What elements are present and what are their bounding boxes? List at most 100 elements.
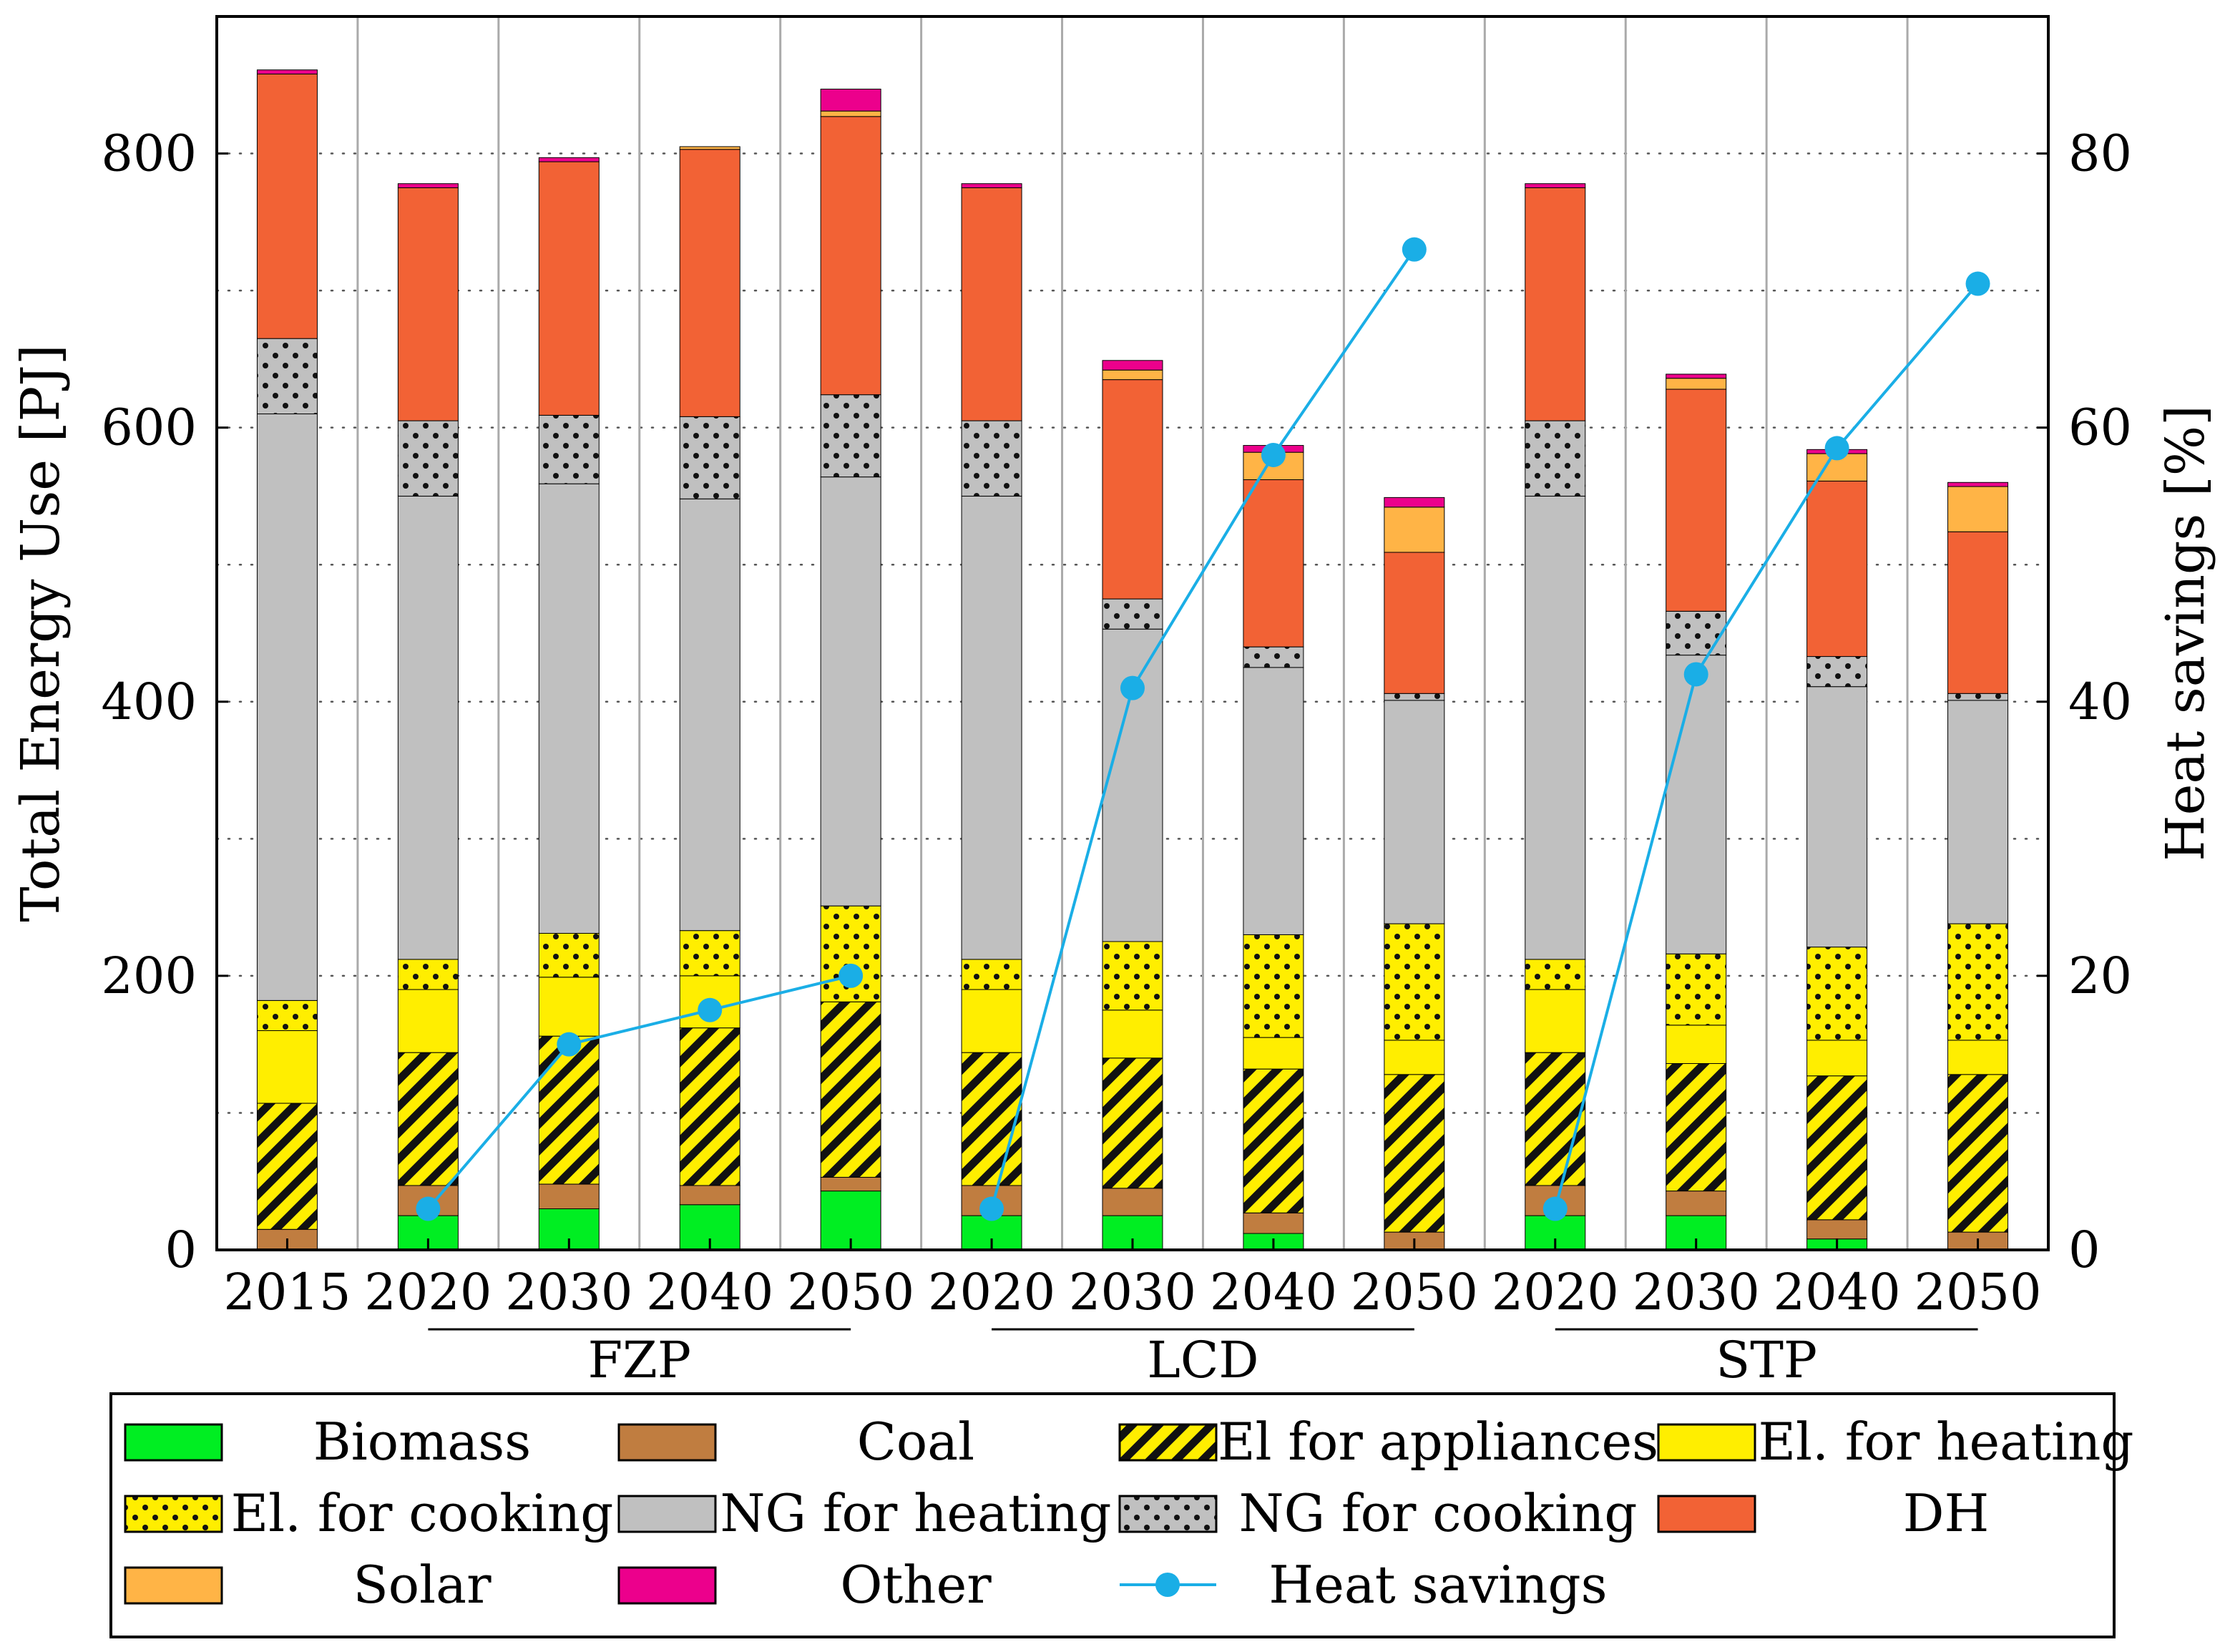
bar-segment-outline: [820, 89, 881, 112]
legend-swatch-biomass: [125, 1424, 222, 1460]
y2-tick-label: 0: [2068, 1221, 2101, 1279]
legend-label-dh: DH: [1903, 1483, 1990, 1543]
legend-swatch-outline: [617, 1566, 717, 1605]
bar-segment-el-for-heating: [1525, 989, 1585, 1053]
x-category-label: 2020: [928, 1263, 1055, 1321]
bar-segment-pattern: [1243, 934, 1304, 1038]
bar-segment-pattern: [680, 930, 740, 976]
legend-label-solar: Solar: [353, 1555, 492, 1615]
y-tick-label: 600: [101, 399, 197, 457]
heat-savings-point: [1261, 442, 1286, 467]
x-category-label: 2015: [223, 1263, 351, 1321]
bar-segment-outline: [961, 183, 1022, 188]
bar-segment-pattern: [1666, 611, 1726, 655]
group-labels: FZP LCD STP: [428, 1328, 1978, 1389]
legend-label-biomass: Biomass: [313, 1412, 531, 1472]
bar-segment-pattern: [1666, 1063, 1726, 1191]
bar-segment-dh: [1806, 481, 1867, 657]
bar-segment-dh: [1102, 379, 1163, 600]
y-tick-label: 200: [101, 947, 197, 1005]
legend-swatch-outline: [124, 1566, 223, 1605]
legend-swatch-ng-for-heating: [619, 1496, 715, 1532]
bar-segment-coal: [1666, 1191, 1726, 1216]
y2-tick-label: 20: [2068, 947, 2132, 1005]
bar-segment-ng-for-heating: [962, 496, 1022, 959]
legend-label-heat-savings: Heat savings: [1268, 1555, 1607, 1615]
legend-swatch-outline: [124, 1423, 223, 1462]
bar-segment-outline: [1525, 183, 1586, 188]
bar-segment-dh: [539, 162, 600, 416]
legend-swatch-pattern: [1120, 1496, 1216, 1532]
bar-segment-solar: [680, 146, 740, 150]
bar-segment-dh: [962, 187, 1022, 421]
bar-segment-solar: [1102, 370, 1163, 380]
bar-segment-pattern: [962, 421, 1022, 497]
bar-segment-pattern: [257, 1103, 318, 1230]
bar-segment-dh: [257, 74, 318, 339]
legend-label-el-for-appliances: El for appliances: [1218, 1412, 1658, 1472]
y2-tick-label: 80: [2068, 124, 2132, 183]
bar-segment-pattern: [1243, 647, 1304, 668]
heat-savings-point: [557, 1032, 582, 1057]
bar-segment-pattern: [1525, 959, 1585, 990]
x-category-label: 2040: [1774, 1263, 1901, 1321]
legend-swatch-outline: [617, 1495, 717, 1533]
y2-tick-label: 40: [2068, 673, 2132, 731]
legend-swatch-dh: [1658, 1496, 1755, 1532]
bar-segment-el-for-heating: [1102, 1010, 1163, 1058]
bar-segment-pattern: [1102, 1057, 1163, 1188]
bar-segment-pattern: [539, 1036, 600, 1185]
bar-segment-pattern: [1947, 1074, 2008, 1233]
bar-segment-pattern: [1525, 1052, 1585, 1186]
bar-segment-ng-for-heating: [539, 484, 600, 934]
x-category-label: 2030: [505, 1263, 632, 1321]
bar-segment-el-for-heating: [1666, 1025, 1726, 1064]
y2-tick-label: 60: [2068, 399, 2132, 457]
bar-segment-ng-for-heating: [257, 414, 318, 1001]
x-category-label: 2030: [1069, 1263, 1196, 1321]
bar-segment-coal: [1243, 1213, 1304, 1234]
bar-segment-coal: [539, 1184, 600, 1209]
right-axis-ticks: 0 20 40 60 80: [2037, 124, 2132, 1279]
legend: Biomass Coal El for appliances El. for heat…: [109, 1392, 2134, 1638]
legend-swatch-outline: [1657, 1495, 1756, 1533]
bar-segment-outline: [397, 183, 459, 188]
bar-segment-coal: [680, 1185, 740, 1205]
bar-segment-pattern: [539, 415, 600, 484]
x-category-label: 2040: [1210, 1263, 1337, 1321]
legend-swatch-pattern: [1120, 1424, 1216, 1460]
bar-segment-el-for-heating: [1806, 1040, 1867, 1076]
legend-swatch-other: [619, 1568, 715, 1603]
bar-segment-outline: [1947, 482, 2009, 487]
bar-segment-el-for-heating: [1384, 1040, 1444, 1075]
bar-segment-coal: [1806, 1219, 1867, 1239]
bar-segment-pattern: [1102, 599, 1163, 630]
legend-swatch-el-for-heating: [1658, 1424, 1755, 1460]
bar-segment-other: [962, 183, 1022, 188]
legend-swatch-coal: [619, 1424, 715, 1460]
heat-savings-point: [1542, 1196, 1568, 1221]
legend-label-coal: Coal: [857, 1412, 974, 1472]
bar-segment-ng-for-heating: [680, 499, 740, 931]
bar-segment-pattern: [398, 1052, 459, 1186]
heat-savings-point: [1402, 237, 1427, 262]
legend-swatch-pattern: [125, 1496, 222, 1532]
bar-segment-pattern: [962, 959, 1022, 990]
bar-segment-pattern: [1102, 942, 1163, 1010]
bar-segment-pattern: [1666, 954, 1726, 1025]
bar-segment-other: [539, 157, 600, 162]
group-label: FZP: [588, 1331, 691, 1389]
bars: [256, 69, 2009, 1251]
bar-segment-other: [257, 69, 318, 74]
bar-segment-pattern: [821, 1002, 881, 1178]
bar-segment-dh: [1384, 552, 1444, 694]
bar-segment-solar: [821, 111, 881, 117]
legend-label-ng-for-cooking: NG for cooking: [1239, 1483, 1638, 1543]
heat-savings-point: [1683, 662, 1708, 687]
y-tick-label: 400: [101, 673, 197, 731]
bar-segment-pattern: [1947, 924, 2008, 1040]
bar-segment-dh: [680, 149, 740, 417]
bar-segment-pattern: [680, 1027, 740, 1186]
heat-savings-polyline: [990, 248, 1416, 1210]
